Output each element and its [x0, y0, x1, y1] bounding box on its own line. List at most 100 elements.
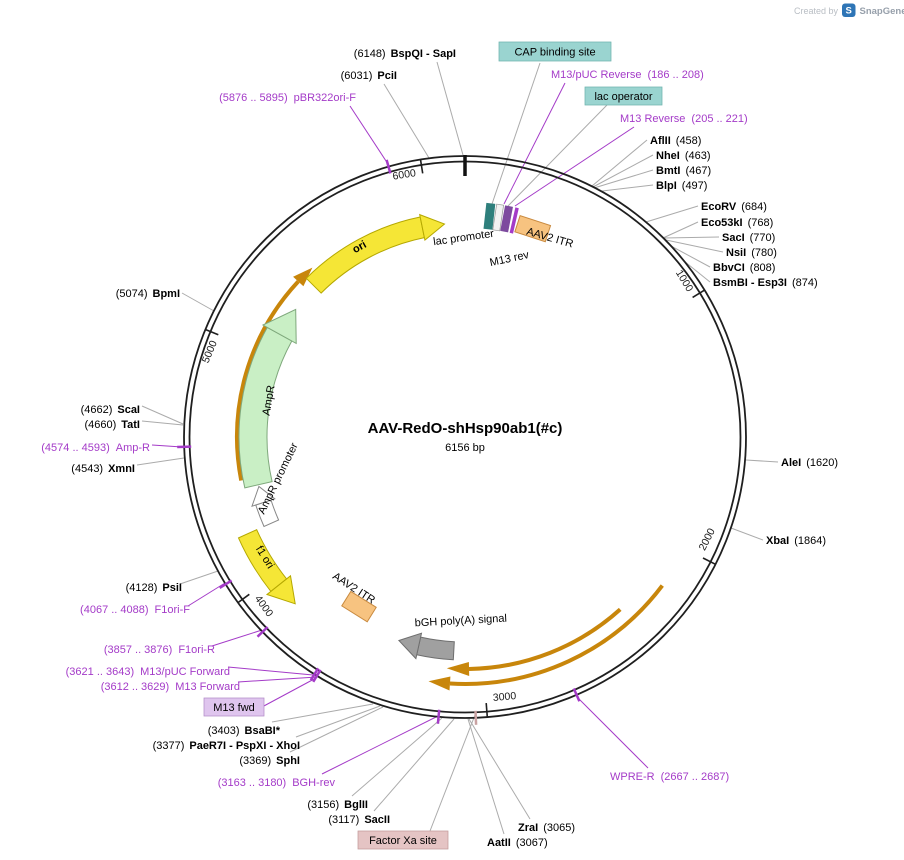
leader-m13-puc-forward: [227, 666, 314, 676]
site-pos: (6148): [354, 48, 386, 60]
lac-promoter-box[interactable]: [492, 203, 505, 232]
feature-label-m13-rev[interactable]: M13 rev: [489, 249, 531, 269]
gold-arrowhead: [428, 676, 451, 691]
primer-label-f1ori-f[interactable]: (4067 .. 4088) F1ori-F: [80, 604, 190, 616]
snapgene-credit: Created by S SnapGene: [794, 3, 904, 17]
ampr-arrowhead: [261, 308, 297, 345]
site-label-psii[interactable]: (4128) PsiI: [126, 582, 182, 594]
feature-ampr[interactable]: AmpR: [238, 308, 297, 489]
snapgene-brand-text: SnapGene: [860, 6, 904, 17]
feature-gold-arc-left[interactable]: [235, 267, 313, 481]
site-label-bbvci[interactable]: BbvCI (808): [713, 262, 775, 274]
feature-label-ampr[interactable]: AmpR: [260, 384, 277, 416]
plasmid-title-block: AAV-RedO-shHsp90ab1(#c) 6156 bp: [368, 420, 563, 454]
primer-tick-m13-puc-forward[interactable]: [309, 667, 320, 681]
primer-label-m13-reverse[interactable]: M13 Reverse (205 .. 221): [620, 113, 748, 125]
primer-label-bgh-rev[interactable]: (3163 .. 3180) BGH-rev: [218, 777, 336, 789]
label-cap-binding-site[interactable]: CAP binding site: [498, 41, 612, 62]
leader-bmti: [593, 169, 654, 189]
site-label-pcii[interactable]: (6031) PciI: [341, 70, 397, 82]
leader-pbr322ori-f: [349, 105, 389, 165]
primer-label-m13-forward[interactable]: (3612 .. 3629) M13 Forward: [101, 681, 240, 693]
site-label-ecorv[interactable]: EcoRV (684): [701, 201, 767, 213]
bgh-polya-arrowhead: [397, 632, 423, 660]
site-label-sphi[interactable]: (3369) SphI: [239, 755, 300, 767]
factor-xa-site-mark[interactable]: [474, 710, 478, 725]
primer-tick-f1ori-f[interactable]: [219, 579, 233, 589]
feature-ori[interactable]: ori: [305, 213, 446, 294]
primer-tick-wpre-r[interactable]: [572, 687, 581, 702]
feature-aav2-itr-top[interactable]: AAV2 ITR: [514, 215, 575, 251]
tick-label-5000: 5000: [200, 339, 220, 365]
leader-sacii: [373, 718, 455, 812]
site-label-bsabi[interactable]: (3403) BsaBI*: [208, 725, 281, 737]
primer-tick-pbr322ori-f[interactable]: [385, 159, 392, 174]
label-factor-xa-site[interactable]: Factor Xa site: [357, 830, 449, 850]
site-label-saci[interactable]: SacI (770): [722, 232, 775, 244]
site-label-eco53ki[interactable]: Eco53kI (768): [701, 217, 773, 229]
feature-gold-arc-right-inner[interactable]: [446, 607, 622, 676]
tick-1000: [692, 289, 706, 299]
leader-bbvci: [670, 245, 711, 268]
ori-arrowhead: [419, 213, 446, 242]
leader-tati: [141, 420, 184, 426]
label-m13-fwd[interactable]: M13 fwd: [203, 697, 265, 717]
feature-cluster-top[interactable]: lac promoter M13 rev: [432, 202, 531, 269]
feature-label-ori[interactable]: ori: [350, 239, 368, 256]
primer-tick-m13-forward[interactable]: [312, 669, 322, 683]
feature-label-lac-promoter[interactable]: lac promoter: [432, 228, 495, 248]
site-label-aflii[interactable]: AflII (458): [650, 135, 701, 147]
leader-f1ori-r: [211, 629, 263, 647]
site-label-alei[interactable]: AleI (1620): [781, 457, 838, 469]
plasmid-size: 6156 bp: [445, 442, 485, 454]
primer-label-wpre-r[interactable]: WPRE-R (2667 .. 2687): [610, 771, 729, 783]
site-label-xbai[interactable]: XbaI (1864): [766, 535, 826, 547]
leader-eco53ki: [662, 221, 699, 239]
leader-m13-forward: [237, 676, 318, 683]
site-label-xmni[interactable]: (4543) XmnI: [71, 463, 135, 475]
site-label-sacii[interactable]: (3117) SacII: [328, 814, 390, 826]
feature-bgh-polya[interactable]: bGH poly(A) signal: [397, 613, 507, 661]
site-label-blpi[interactable]: BlpI (497): [656, 180, 707, 192]
site-label-zrai[interactable]: ZraI (3065): [518, 822, 575, 834]
leader-sphi: [289, 706, 384, 753]
lac-operator-box[interactable]: [500, 205, 513, 233]
primer-tick-bgh-rev[interactable]: [436, 709, 441, 724]
site-label-paer7i[interactable]: (3377) PaeR7I - PspXI - XhoI: [153, 740, 300, 752]
site-label-scai[interactable]: (4662) ScaI: [81, 404, 140, 416]
cap-binding-site-box[interactable]: [483, 202, 496, 230]
created-by-text: Created by: [794, 6, 839, 16]
feature-aav2-itr-bottom[interactable]: AAV2 ITR: [330, 570, 377, 623]
feature-label-aav2-itr-top[interactable]: AAV2 ITR: [525, 226, 575, 251]
leader-wpre-r: [576, 696, 649, 769]
leader-xbai: [730, 527, 764, 541]
leader-bsabi: [271, 703, 374, 723]
m13-rev-primer-mark[interactable]: [509, 207, 519, 234]
svg-text:Factor Xa site: Factor Xa site: [369, 835, 437, 847]
leader-amp-r: [151, 444, 183, 448]
primer-label-f1ori-r[interactable]: (3857 .. 3876) F1ori-R: [104, 644, 215, 656]
snapgene-logo: [842, 3, 856, 17]
primer-label-pbr322ori-f[interactable]: (5876 .. 5895) pBR322ori-F: [219, 92, 356, 104]
site-label-nsii[interactable]: NsiI (780): [726, 247, 777, 259]
feature-label-bgh-polya[interactable]: bGH poly(A) signal: [414, 613, 507, 630]
leader-nhei: [592, 154, 654, 188]
site-label-tati[interactable]: (4660) TatI: [84, 419, 140, 431]
feature-gold-arc-right-outer[interactable]: [428, 584, 664, 691]
site-label-bpmi[interactable]: (5074) BpmI: [116, 288, 180, 300]
label-lac-operator[interactable]: lac operator: [584, 86, 663, 106]
primer-label-m13-puc-forward[interactable]: (3621 .. 3643) M13/pUC Forward: [66, 666, 230, 678]
site-label-bsmbi[interactable]: BsmBI - Esp3I (874): [713, 277, 818, 289]
snapgene-logo-letter: S: [846, 6, 852, 17]
primer-label-m13-puc-reverse[interactable]: M13/pUC Reverse (186 .. 208): [551, 69, 704, 81]
site-label-nhei[interactable]: NheI (463): [656, 150, 711, 162]
primer-tick-f1ori-r[interactable]: [256, 626, 269, 638]
feature-f1-ori[interactable]: f1 ori: [237, 529, 296, 605]
plasmid-backbone[interactable]: [183, 155, 747, 719]
site-label-bmti[interactable]: BmtI (467): [656, 165, 711, 177]
primer-label-amp-r[interactable]: (4574 .. 4593) Amp-R: [41, 442, 150, 454]
site-label-aatii[interactable]: AatII (3067): [487, 837, 548, 849]
site-label-bglii[interactable]: (3156) BglII: [307, 799, 368, 811]
site-label-bspqi-sapi[interactable]: (6148) BspQI - SapI: [354, 48, 456, 60]
